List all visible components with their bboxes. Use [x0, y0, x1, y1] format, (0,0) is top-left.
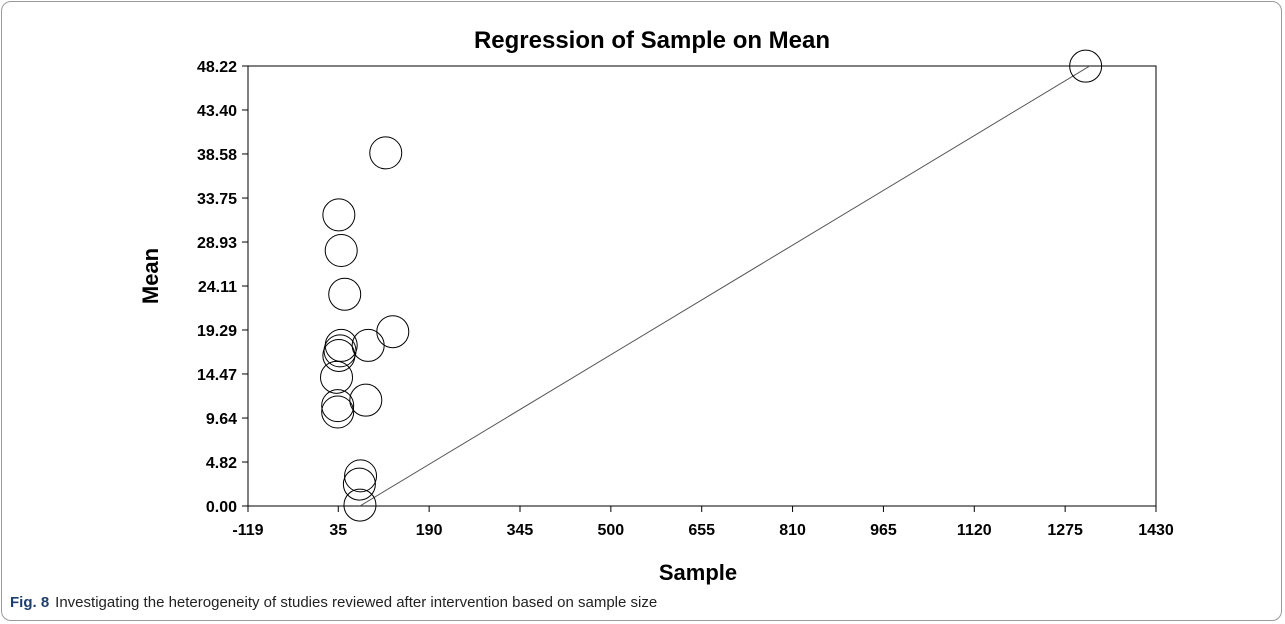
x-tick-label: 810 — [779, 522, 806, 539]
data-point — [376, 315, 410, 349]
data-point — [1069, 49, 1103, 83]
data-point — [322, 338, 356, 372]
data-point — [351, 328, 385, 362]
y-tick-label: 28.93 — [197, 235, 237, 252]
y-tick-label: 4.82 — [206, 455, 237, 472]
y-tick-label: 48.22 — [197, 59, 237, 76]
data-point — [323, 334, 357, 368]
data-point — [349, 383, 383, 417]
data-point — [320, 360, 354, 394]
caption-text: Investigating the heterogeneity of studi… — [55, 594, 658, 611]
y-tick-label: 24.11 — [198, 279, 237, 296]
x-tick-label: 655 — [688, 522, 715, 539]
y-tick-label: 14.47 — [197, 367, 237, 384]
y-tick-label: 0.00 — [206, 499, 237, 516]
data-point — [344, 459, 378, 493]
data-point — [324, 234, 358, 268]
x-tick-label: 1430 — [1138, 522, 1174, 539]
y-tick-label: 43.40 — [197, 103, 237, 120]
x-tick-label: 190 — [416, 522, 443, 539]
data-point — [321, 389, 355, 423]
y-tick-label: 33.75 — [197, 191, 237, 208]
figure-label: Fig. 8 — [10, 594, 50, 611]
x-tick-label: 965 — [870, 522, 897, 539]
y-tick-label: 38.58 — [197, 147, 237, 164]
chart-title: Regression of Sample on Mean — [474, 27, 830, 54]
figure-caption: Fig. 8 Investigating the heterogeneity of… — [10, 594, 657, 611]
regression-line — [359, 66, 1091, 506]
data-point — [369, 136, 403, 170]
data-point — [328, 277, 362, 311]
plot-area — [247, 65, 1157, 507]
x-tick-label: 1275 — [1047, 522, 1083, 539]
data-point — [321, 395, 355, 429]
x-tick-label: 345 — [507, 522, 534, 539]
x-tick-label: -119 — [232, 522, 263, 539]
x-tick-label: 1120 — [957, 522, 992, 539]
y-tick-label: 19.29 — [197, 323, 237, 340]
x-tick-label: 500 — [597, 522, 624, 539]
x-axis-label: Sample — [659, 560, 737, 585]
data-point — [322, 198, 356, 232]
data-point — [343, 488, 377, 522]
x-tick-label: 35 — [329, 522, 347, 539]
y-tick-label: 9.64 — [206, 411, 237, 428]
data-point — [342, 467, 376, 501]
y-axis-label: Mean — [138, 248, 163, 304]
